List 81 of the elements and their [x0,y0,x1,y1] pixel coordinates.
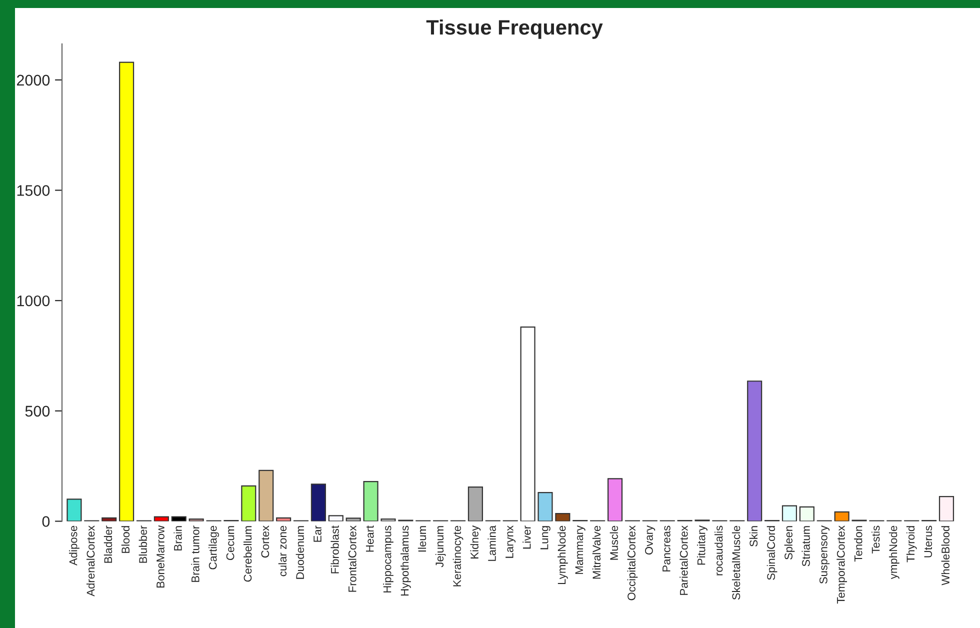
bar [538,492,553,522]
x-tick-label: Brain tumor [191,526,200,582]
x-tick-label: Larynx [506,526,516,558]
x-tick-label: Skin [749,526,758,547]
bar [154,516,169,522]
x-tick-label: BoneMarrow [156,525,164,588]
bar [834,511,850,522]
x-tick-label: Adipose [69,526,80,566]
x-tick-label: Jejunum [435,526,446,568]
x-tick-label: Heart [366,525,374,552]
x-tick-label: Ear [314,526,322,542]
x-tick-label: Muscle [610,526,618,560]
x-tick-label: rocaudalis [714,526,723,576]
bar [380,518,396,522]
chart-title: Tissue Frequency [426,19,603,39]
x-tick-label: Cerebellum [243,526,252,582]
x-tick-label: Uterus [924,526,932,558]
bar [747,380,762,522]
bar [276,517,292,522]
x-tick-label: Cortex [261,526,270,558]
x-tick-label: Bladder [104,526,112,563]
x-tick-label: Cartilage [208,526,219,570]
x-tick-label: Kidney [470,525,481,558]
x-tick-label: ymphNode [888,526,900,580]
y-tick-label: 500 [25,406,50,417]
x-tick-label: Pancreas [662,526,670,572]
x-tick-label: Hippocampus [383,526,394,592]
x-tick-label: Duodenum [296,526,304,579]
y-tick-label: 0 [42,516,50,527]
x-tick-label: MitralValve [592,526,601,579]
x-tick-label: Tendon [854,526,862,562]
bar [66,498,82,522]
y-tick-label: 1500 [17,185,50,196]
bar [328,515,344,522]
x-tick-label: Spleen [784,526,795,560]
x-tick-label: Ileum [418,526,426,552]
x-tick-label: Hypothalamus [400,526,411,596]
bar [555,512,570,522]
bar [520,326,536,522]
x-tick-label: OccipitalCortex [627,526,638,600]
bar [607,478,623,522]
x-tick-label: SkeletalMuscle [732,526,740,600]
x-tick-label: Blood [121,526,130,553]
x-tick-label: AdrenalCortex [86,526,95,596]
bar [102,517,117,522]
x-tick-label: SpinalCord [766,526,778,580]
bar [799,506,814,522]
x-tick-label: WholeBlood [941,526,950,586]
bar [782,505,798,522]
x-tick-label: Mammary [575,525,586,574]
bar [258,470,274,522]
bar [363,480,378,522]
bar [171,516,186,522]
x-tick-label: Testis [872,526,880,554]
x-tick-label: Ovary [645,525,656,555]
x-tick-label: FrontalCortex [348,526,356,592]
bar [119,62,134,522]
x-tick-label: ParietalCortex [680,526,688,595]
x-tick-label: Keratinocyte [452,526,464,586]
x-tick-label: Brain [174,526,182,550]
x-tick-label: LymphNode [558,526,568,584]
x-tick-label: Blubber [138,526,147,563]
bar [241,485,256,522]
x-tick-label: cular zone [278,526,287,576]
x-tick-label: Liver [522,526,531,549]
x-tick-label: TemporalCortex [836,526,847,604]
x-tick-label: Pituitary [697,525,708,565]
bar [938,496,954,522]
x-tick-label: Striatum [802,526,810,566]
x-tick-label: Suspensory [819,525,830,584]
x-tick-label: Cecum [226,526,234,560]
x-tick-label: Thyroid [906,526,917,562]
x-tick-label: Lung [540,526,550,550]
x-tick-label: Lamina [488,525,496,561]
bar [310,484,326,522]
bar [468,486,483,522]
x-tick-label: Fibroblast [330,525,339,574]
y-tick-label: 1000 [17,295,50,306]
bar [346,518,361,522]
bar [188,518,204,522]
y-tick-label: 2000 [16,74,50,86]
